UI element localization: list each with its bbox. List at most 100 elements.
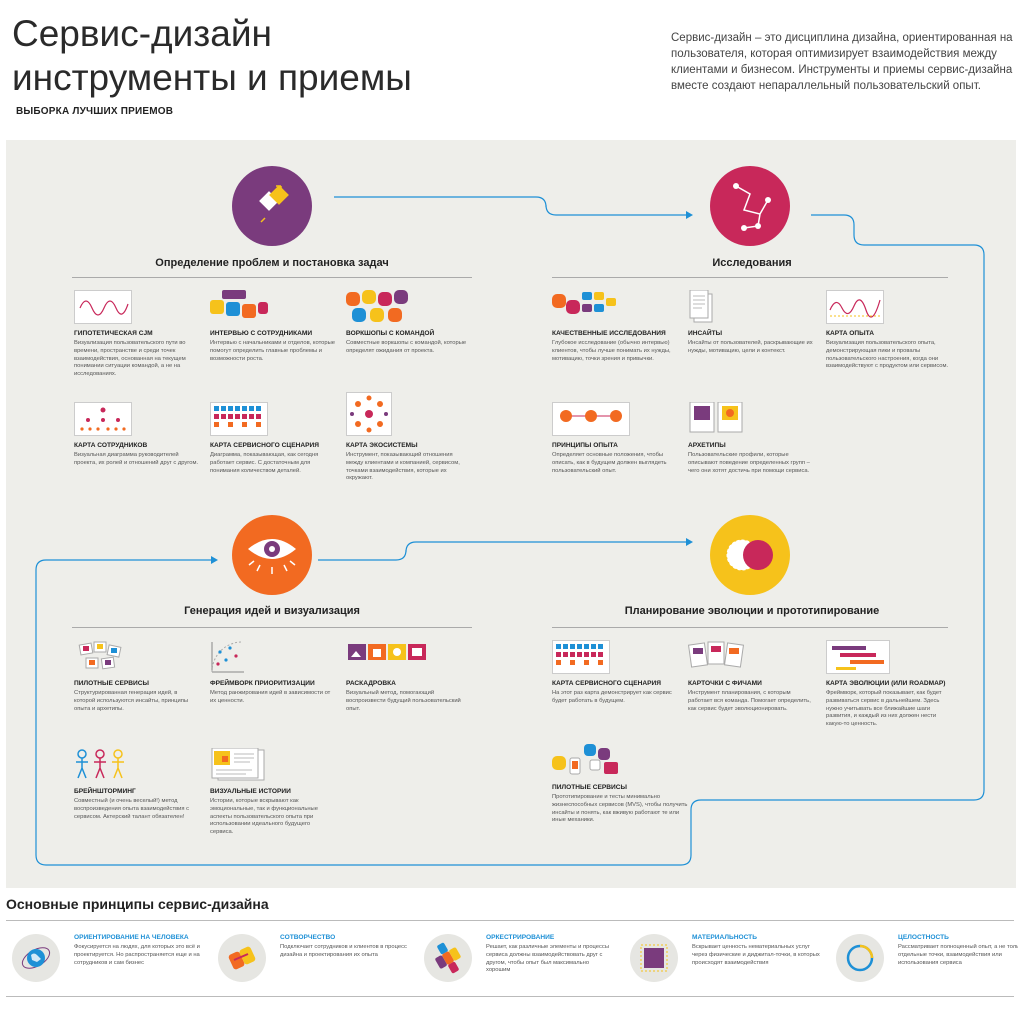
section-title-define: Определение проблем и постановка задач	[155, 257, 389, 269]
interview-icon	[552, 290, 616, 324]
card-brainstorming: БРЕЙНШТОРМИНГ Совместный (и очень веселы…	[74, 748, 199, 821]
card-desc: Диаграмма, показывающая, как сегодня раб…	[210, 452, 319, 474]
card-visual-stories: ВИЗУАЛЬНЫЕ ИСТОРИИ Истории, которые вскр…	[210, 747, 335, 837]
card-prioritization-framework: ФРЕЙМВОРК ПРИОРИТИЗАЦИИ Метод ранжирован…	[210, 640, 335, 706]
flow-line-2	[35, 214, 985, 866]
card-title: ФРЕЙМВОРК ПРИОРИТИЗАЦИИ	[210, 680, 315, 687]
principles-title: Основные принципы сервис-дизайна	[6, 896, 269, 912]
intro-text: Сервис-дизайн – это дисциплина дизайна, …	[671, 32, 1013, 92]
card-title: КАРТА СОТРУДНИКОВ	[74, 442, 148, 449]
section-title-research: Исследования	[712, 257, 792, 269]
principle-title: ЦЕЛОСТНОСТЬ	[898, 934, 949, 941]
card-desc: Истории, которые вскрывают как эмоционал…	[210, 798, 318, 836]
principle-human-centered: ОРИЕНТИРОВАНИЕ НА ЧЕЛОВЕКА Фокусируется …	[6, 928, 206, 988]
research-circle	[710, 166, 790, 246]
section-title-ideate: Генерация идей и визуализация	[184, 605, 360, 617]
ideate-circle	[232, 515, 312, 595]
network-icon	[733, 183, 771, 231]
card-pilot-prototypes: ПИЛОТНЫЕ СЕРВИСЫ Прототипирование и тест…	[552, 744, 692, 825]
ring-icon	[836, 934, 884, 982]
define-circle	[232, 166, 312, 246]
card-title: АРХЕТИПЫ	[688, 442, 726, 449]
card-title: КАРТОЧКИ С ФИЧАМИ	[688, 680, 762, 687]
card-title: РАСКАДРОВКА	[346, 680, 396, 687]
wave-chart-icon	[74, 290, 132, 324]
card-storyboard: РАСКАДРОВКА Визуальный метод, помогающий…	[346, 640, 471, 713]
heads-icon	[346, 290, 408, 324]
speech-bubbles-icon	[210, 290, 268, 324]
card-title: КАРТА ЭКОСИСТЕМЫ	[346, 442, 418, 449]
page-title: Сервис-дизайн инструменты и приемы	[12, 12, 412, 100]
card-title: ИНТЕРВЬЮ С СОТРУДНИКАМИ	[210, 330, 313, 337]
card-archetypes: АРХЕТИПЫ Пользовательские профили, котор…	[688, 401, 813, 475]
card-title: ПИЛОТНЫЕ СЕРВИСЫ	[74, 680, 149, 687]
eye-icon	[248, 539, 296, 574]
principle-tangibility: МАТЕРИАЛЬНОСТЬ Вскрывает ценность немате…	[624, 928, 824, 988]
square-icon	[630, 934, 678, 982]
flow-arrow-2	[211, 556, 218, 564]
principle-title: ОРИЕНТИРОВАНИЕ НА ЧЕЛОВЕКА	[74, 934, 189, 941]
card-hypothetical-cjm: ГИПОТЕТИЧЕСКАЯ CJM Визуализация пользова…	[74, 290, 199, 379]
card-qualitative-research: КАЧЕСТВЕННЫЕ ИССЛЕДОВАНИЯ Глубокое иссле…	[552, 290, 677, 363]
card-title: ПРИНЦИПЫ ОПЫТА	[552, 442, 618, 449]
principle-holistic: ЦЕЛОСТНОСТЬ Рассматривает полноценный оп…	[830, 928, 1018, 988]
flow-arrow-3	[686, 538, 693, 546]
card-desc: Метод ранжирования идей в зависимости от…	[210, 690, 331, 704]
principle-desc: Рассматривает полноценный опыт, а не тол…	[898, 944, 1018, 966]
principle-title: ОРКЕСТРИРОВАНИЕ	[486, 934, 555, 941]
tools-panel: Определение проблем и постановка задач И…	[6, 140, 1016, 888]
card-title: ИНСАЙТЫ	[688, 330, 723, 337]
section-rule-ideate	[72, 627, 472, 628]
roadmap-icon	[826, 640, 890, 674]
card-title: ПИЛОТНЫЕ СЕРВИСЫ	[552, 784, 627, 791]
section-rule-plan	[552, 627, 948, 628]
principle-desc: Решает, как различные элементы и процесс…	[486, 944, 609, 974]
card-desc: Визуализация пользовательского опыта, де…	[826, 340, 949, 370]
card-title: КАРТА ЭВОЛЮЦИИ (ИЛИ ROADMAP)	[826, 680, 946, 687]
card-desc: Фреймворк, который показывает, как будет…	[826, 690, 942, 728]
card-desc: Визуальная диаграмма руководителей проек…	[74, 452, 199, 466]
card-future-blueprint: КАРТА СЕРВИСНОГО СЦЕНАРИЯ На этот раз ка…	[552, 640, 677, 706]
overlap-circles-icon	[726, 539, 773, 571]
card-ecosystem-map: КАРТА ЭКОСИСТЕМЫ Инструмент, показывающи…	[346, 392, 471, 483]
archetype-icon	[688, 401, 746, 436]
storyboard-icon	[346, 640, 428, 674]
card-desc: На этот раз карта демонстрирует как серв…	[552, 690, 672, 704]
card-title: КАРТА СЕРВИСНОГО СЦЕНАРИЯ	[210, 442, 320, 449]
principle-title: СОТВОРЧЕСТВО	[280, 934, 336, 941]
principle-desc: Вскрывает ценность нематериальных услуг …	[692, 944, 820, 966]
people-icon	[74, 748, 132, 782]
card-desc: Структурированная генерация идей, в кото…	[74, 690, 189, 712]
org-chart-icon	[74, 402, 132, 436]
card-service-blueprint: КАРТА СЕРВИСНОГО СЦЕНАРИЯ Диаграмма, пок…	[210, 402, 335, 475]
globe-icon	[12, 934, 60, 982]
prototype-icon	[552, 744, 624, 778]
hands-icon	[218, 934, 266, 982]
card-experience-map: КАРТА ОПЫТА Визуализация пользовательско…	[826, 290, 951, 371]
feature-cards-icon	[687, 640, 746, 674]
card-title: ВОРКШОПЫ С КОМАНДОЙ	[346, 330, 435, 337]
card-desc: Инструмент, показывающий отношения между…	[346, 452, 460, 482]
title-line-1: Сервис-дизайн	[12, 13, 272, 54]
grid-blocks-icon	[552, 640, 610, 674]
card-staff-map: КАРТА СОТРУДНИКОВ Визуальная диаграмма р…	[74, 402, 199, 468]
principle-orchestration: ОРКЕСТРИРОВАНИЕ Решает, как различные эл…	[418, 928, 618, 988]
principle-desc: Подключает сотрудников и клиентов в проц…	[280, 944, 407, 958]
diamonds-icon	[259, 185, 289, 223]
card-desc: Совместные воркшопы с командой, которые …	[346, 340, 467, 354]
section-rule-research	[552, 277, 948, 278]
quadrant-icon	[210, 640, 268, 674]
card-desc: Совместный (и очень веселый!) метод восп…	[74, 798, 190, 820]
card-title: КАРТА ОПЫТА	[826, 330, 875, 337]
card-desc: Прототипирование и тесты минимально жизн…	[552, 794, 688, 824]
puzzle-icon	[424, 934, 472, 982]
ecosystem-icon	[346, 392, 404, 436]
card-insights: ИНСАЙТЫ Инсайты от пользователей, раскры…	[688, 289, 813, 356]
card-desc: Инструмент планирования, с которым работ…	[688, 690, 811, 712]
flow-arrow-1	[686, 211, 693, 219]
title-line-2: инструменты и приемы	[12, 57, 412, 98]
principles-icon	[552, 402, 630, 436]
grid-blocks-icon	[210, 402, 268, 436]
card-desc: Интервью с начальниками и отделов, котор…	[210, 340, 335, 362]
card-desc: Пользовательские профили, которые описыв…	[688, 452, 810, 474]
